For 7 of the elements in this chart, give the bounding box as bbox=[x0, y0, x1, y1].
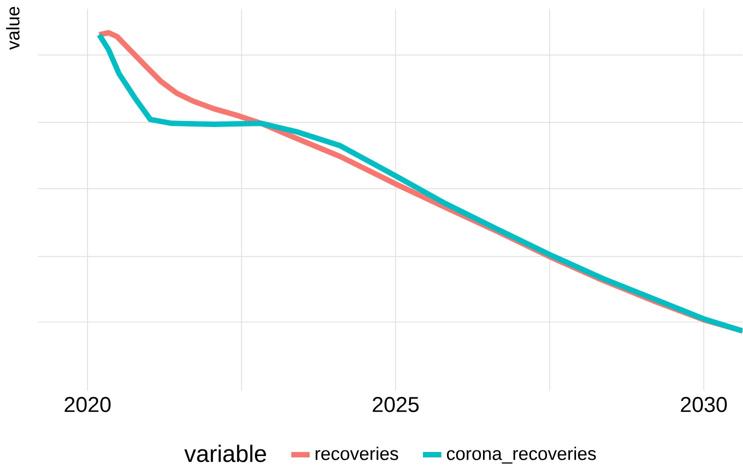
y-axis-title: value bbox=[6, 6, 20, 50]
x-tick-label: 2020 bbox=[64, 396, 111, 412]
x-tick-label: 2025 bbox=[372, 396, 419, 412]
legend-title: variable bbox=[184, 444, 266, 462]
legend-label: recoveries bbox=[316, 446, 398, 460]
legend-label: corona_recoveries bbox=[446, 446, 596, 464]
x-tick-label: 2030 bbox=[680, 396, 727, 412]
